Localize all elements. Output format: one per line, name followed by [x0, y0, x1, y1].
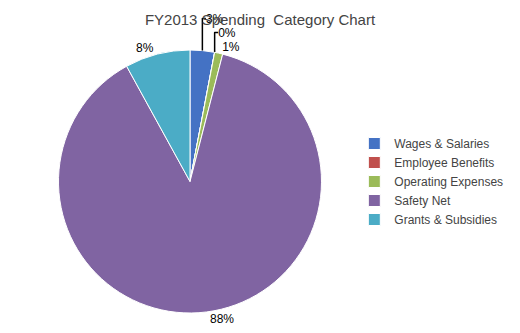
- svg-text:0%: 0%: [218, 26, 236, 40]
- svg-text:Employee Benefits: Employee Benefits: [394, 156, 494, 170]
- svg-text:88%: 88%: [210, 312, 234, 326]
- svg-text:FY2013 Spending Category Char: FY2013 Spending Category Chart: [145, 11, 376, 28]
- svg-text:8%: 8%: [136, 41, 154, 55]
- svg-text:Wages & Salaries: Wages & Salaries: [394, 137, 489, 151]
- svg-text:1%: 1%: [222, 40, 240, 54]
- svg-text:Operating Expenses: Operating Expenses: [394, 175, 503, 189]
- svg-text:3%: 3%: [206, 12, 224, 26]
- svg-text:Grants & Subsidies: Grants & Subsidies: [394, 213, 497, 227]
- svg-text:Safety Net: Safety Net: [394, 194, 451, 208]
